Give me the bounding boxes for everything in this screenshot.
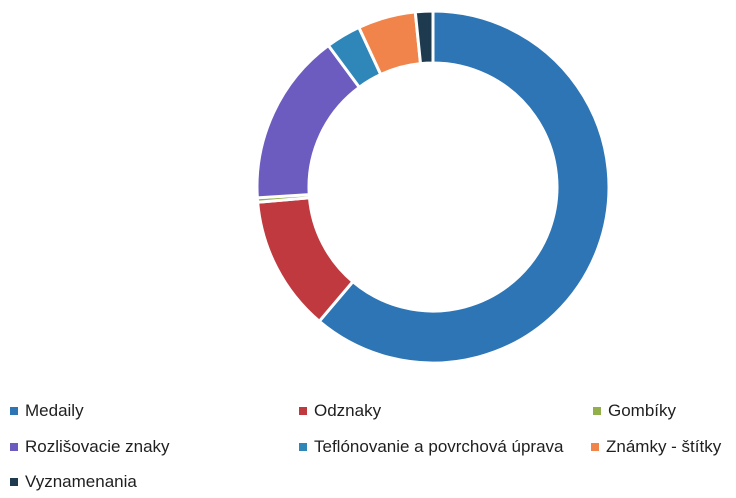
legend-item-gombiky: Gombíky <box>593 400 676 422</box>
legend-label-rozlisovacie-znaky: Rozlišovacie znaky <box>25 437 170 456</box>
legend-label-znamky-stitky: Známky - štítky <box>606 437 722 456</box>
legend-swatch-medaily <box>10 407 18 415</box>
legend-label-teflonovanie: Teflónovanie a povrchová úprava <box>314 437 564 456</box>
legend-label-medaily: Medaily <box>25 401 84 420</box>
legend-label-vyznamenania: Vyznamenania <box>25 472 137 491</box>
legend-swatch-znamky-stitky <box>591 443 599 451</box>
chart-legend: Medaily Odznaky Gombíky Rozlišovacie zna… <box>0 392 736 498</box>
legend-item-rozlisovacie-znaky: Rozlišovacie znaky <box>10 436 170 458</box>
donut-slice-medaily <box>317 9 611 365</box>
donut-slices <box>255 9 611 365</box>
legend-swatch-vyznamenania <box>10 478 18 486</box>
legend-label-gombiky: Gombíky <box>608 401 677 420</box>
legend-item-vyznamenania: Vyznamenania <box>10 471 137 493</box>
legend-swatch-odznaky <box>299 407 307 415</box>
legend-swatch-rozlisovacie-znaky <box>10 443 18 451</box>
donut-plot-area <box>255 9 611 365</box>
legend-swatch-teflonovanie <box>299 443 307 451</box>
legend-item-teflonovanie: Teflónovanie a povrchová úprava <box>299 436 564 458</box>
legend-item-znamky-stitky: Známky - štítky <box>591 436 721 458</box>
legend-swatch-gombiky <box>593 407 601 415</box>
legend-item-medaily: Medaily <box>10 400 84 422</box>
legend-label-odznaky: Odznaky <box>314 401 382 420</box>
legend-item-odznaky: Odznaky <box>299 400 381 422</box>
donut-slice-vyznamenania <box>413 9 435 66</box>
